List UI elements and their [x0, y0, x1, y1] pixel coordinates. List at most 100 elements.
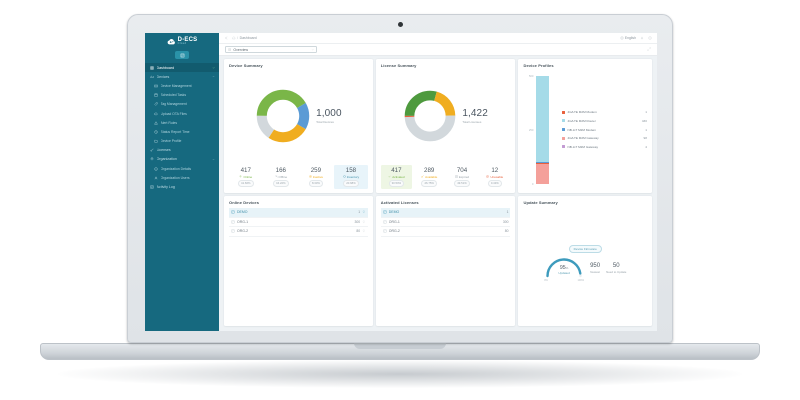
- legend-value: 4: [645, 144, 647, 149]
- update-summary-body: Device Firmware 95% Updated: [523, 205, 647, 322]
- sidebar-item-activity-log[interactable]: Activity Log: [145, 182, 219, 191]
- sidebar-item-upload-ota-files[interactable]: Upload OTA Files: [145, 109, 219, 118]
- stat-percent: 0.43%: [487, 179, 502, 187]
- collapse-left-icon[interactable]: [224, 36, 228, 40]
- sidebar-org-badge[interactable]: [175, 51, 189, 59]
- sidebar-item-device-management[interactable]: Device Management: [145, 81, 219, 90]
- stat-unusable[interactable]: 12 Unusable 0.43%: [479, 165, 510, 189]
- laptop-screen: D-ECS Cloud: [145, 33, 657, 331]
- list-item[interactable]: DEMO 1: [229, 208, 368, 218]
- stat-value: 259: [310, 166, 322, 174]
- breadcrumb-separator: /: [237, 36, 239, 40]
- expand-arrows-icon[interactable]: [647, 47, 651, 52]
- stat-label: Offline: [278, 174, 288, 179]
- list-item[interactable]: ORG-2 80: [229, 227, 368, 237]
- donut-segment-online: [256, 89, 310, 143]
- list-item[interactable]: ORG-1 300: [229, 218, 368, 227]
- device-donut-chart: [255, 88, 311, 145]
- legend-swatch: [562, 136, 566, 140]
- stat-label: Online: [243, 174, 253, 179]
- legend-item[interactable]: 4G/LTE M2M Gateway 98: [562, 136, 647, 140]
- stat-online[interactable]: 417 Online 41.66%: [229, 165, 263, 189]
- list-item[interactable]: ORG-2 80: [380, 227, 511, 237]
- sidebar-item-dashboard[interactable]: Dashboard: [145, 63, 219, 73]
- card-title: Activated Licenses: [380, 200, 419, 205]
- legend-item[interactable]: 4G/LTE M2M Modem 1: [562, 110, 647, 114]
- bell-icon[interactable]: [640, 36, 644, 40]
- legend-label: NB-IoT M2M Modem: [567, 127, 597, 132]
- stat-offline[interactable]: 166 Offline 16.22%: [264, 165, 298, 189]
- chevron-down-icon: [212, 76, 215, 78]
- bulb-icon[interactable]: [362, 210, 366, 214]
- stat-label: Inactive: [312, 174, 324, 179]
- sidebar-item-organization[interactable]: Organization: [145, 155, 219, 164]
- stat-inventory[interactable]: 158 Inventory 20.68%: [334, 164, 368, 189]
- profiles-axis-tick: 500: [528, 73, 534, 78]
- sidebar-item-label: Organization Users: [160, 175, 190, 180]
- stat-percent: 16.22%: [273, 179, 289, 187]
- sidebar-item-label: Organization Details: [160, 166, 192, 171]
- sidebar-item-label: Devices: [156, 74, 170, 79]
- stat-available[interactable]: 289 Available 26.75%: [414, 165, 445, 189]
- gauge-percent: 95%: [560, 265, 568, 271]
- org-icon: [383, 210, 387, 214]
- sidebar-item-label: Dashboard: [156, 65, 175, 70]
- list-item[interactable]: DEMO 1: [380, 208, 511, 218]
- list-item-name: ORG-1: [237, 219, 249, 224]
- stat-label-row: Inventory: [343, 175, 359, 179]
- org-icon: [231, 229, 235, 233]
- stat-label-row: Unusable: [486, 175, 503, 179]
- inventory-icon: [343, 175, 346, 179]
- language-selector[interactable]: English: [620, 36, 636, 40]
- sidebar-item-licenses[interactable]: Licenses: [145, 146, 219, 155]
- brand-logo[interactable]: D-ECS Cloud: [145, 33, 219, 50]
- sidebar-item-tag-management[interactable]: Tag Management: [145, 100, 219, 109]
- list-item-name: ORG-2: [388, 229, 400, 234]
- sidebar-item-status-report-time[interactable]: Status Report Time: [145, 127, 219, 136]
- stat-activated[interactable]: 417 Activated 30.50%: [380, 164, 413, 189]
- device-firmware-pill[interactable]: Device Firmware: [568, 245, 602, 253]
- sidebar-item-organization-users[interactable]: Organization Users: [145, 173, 219, 182]
- license-total-value: 1,422: [462, 108, 488, 120]
- license-donut-wrap: 1,422 Total Licenses: [381, 68, 511, 165]
- card-title: Update Summary: [523, 200, 558, 205]
- sidebar-item-organization-details[interactable]: Organization Details: [145, 164, 219, 173]
- legend-item[interactable]: NB-IoT M2M Modem 1: [562, 128, 647, 132]
- stat-label-row: Available: [421, 175, 437, 179]
- list-item-value: 300: [354, 219, 361, 224]
- sidebar-item-label: Status Report Time: [160, 129, 190, 134]
- update-gauge-row: 95% Updated 0% 100% 950 Newest 50 Need to U…: [544, 256, 626, 282]
- chevron-down-icon: [311, 49, 314, 51]
- stat-value: 289: [424, 166, 435, 174]
- bulb-icon[interactable]: [362, 229, 366, 233]
- sidebar-item-label: Device Profile: [160, 139, 182, 144]
- device-profiles-bar-chart: 500 250 0: [523, 74, 559, 186]
- legend-item[interactable]: 4G/LTE M2M Router 430: [562, 119, 647, 123]
- legend-item[interactable]: NB-IoT M2M Gateway 4: [562, 145, 647, 149]
- gauge-min-label: 0%: [544, 278, 548, 282]
- list-item[interactable]: ORG-1 300: [380, 218, 511, 227]
- update-metric-caption: Need to Update: [606, 270, 627, 275]
- list-item-value: 300: [502, 219, 509, 224]
- sidebar-item-device-profile[interactable]: Device Profile: [145, 137, 219, 146]
- org-selector[interactable]: Overview: [225, 45, 317, 54]
- stat-percent: 41.66%: [238, 179, 254, 187]
- stat-expired[interactable]: 704 Expired 49.51%: [446, 165, 477, 189]
- gauge-percent-value: 95: [559, 264, 566, 271]
- bulb-icon[interactable]: [362, 220, 366, 224]
- home-icon[interactable]: [232, 36, 236, 40]
- org-icon: [383, 220, 387, 224]
- user-gear-icon[interactable]: [648, 36, 652, 40]
- stat-label-row: Expired: [455, 175, 469, 179]
- stat-percent: 8.33%: [308, 179, 323, 187]
- sidebar-item-scheduled-tasks[interactable]: Scheduled Tasks: [145, 91, 219, 100]
- device-total: 1,000 Total Devices: [316, 108, 342, 124]
- legend-value: 98: [643, 136, 647, 141]
- donut-segment-unusable: [405, 90, 456, 142]
- sidebar-item-devices[interactable]: Devices: [145, 72, 219, 81]
- sidebar-item-alert-rules[interactable]: Alert Rules: [145, 118, 219, 127]
- check-icon: [388, 176, 391, 178]
- stat-inactive[interactable]: 259 Inactive 8.33%: [299, 165, 333, 189]
- check-icon: [212, 66, 215, 69]
- chevron-down-icon: [212, 159, 215, 161]
